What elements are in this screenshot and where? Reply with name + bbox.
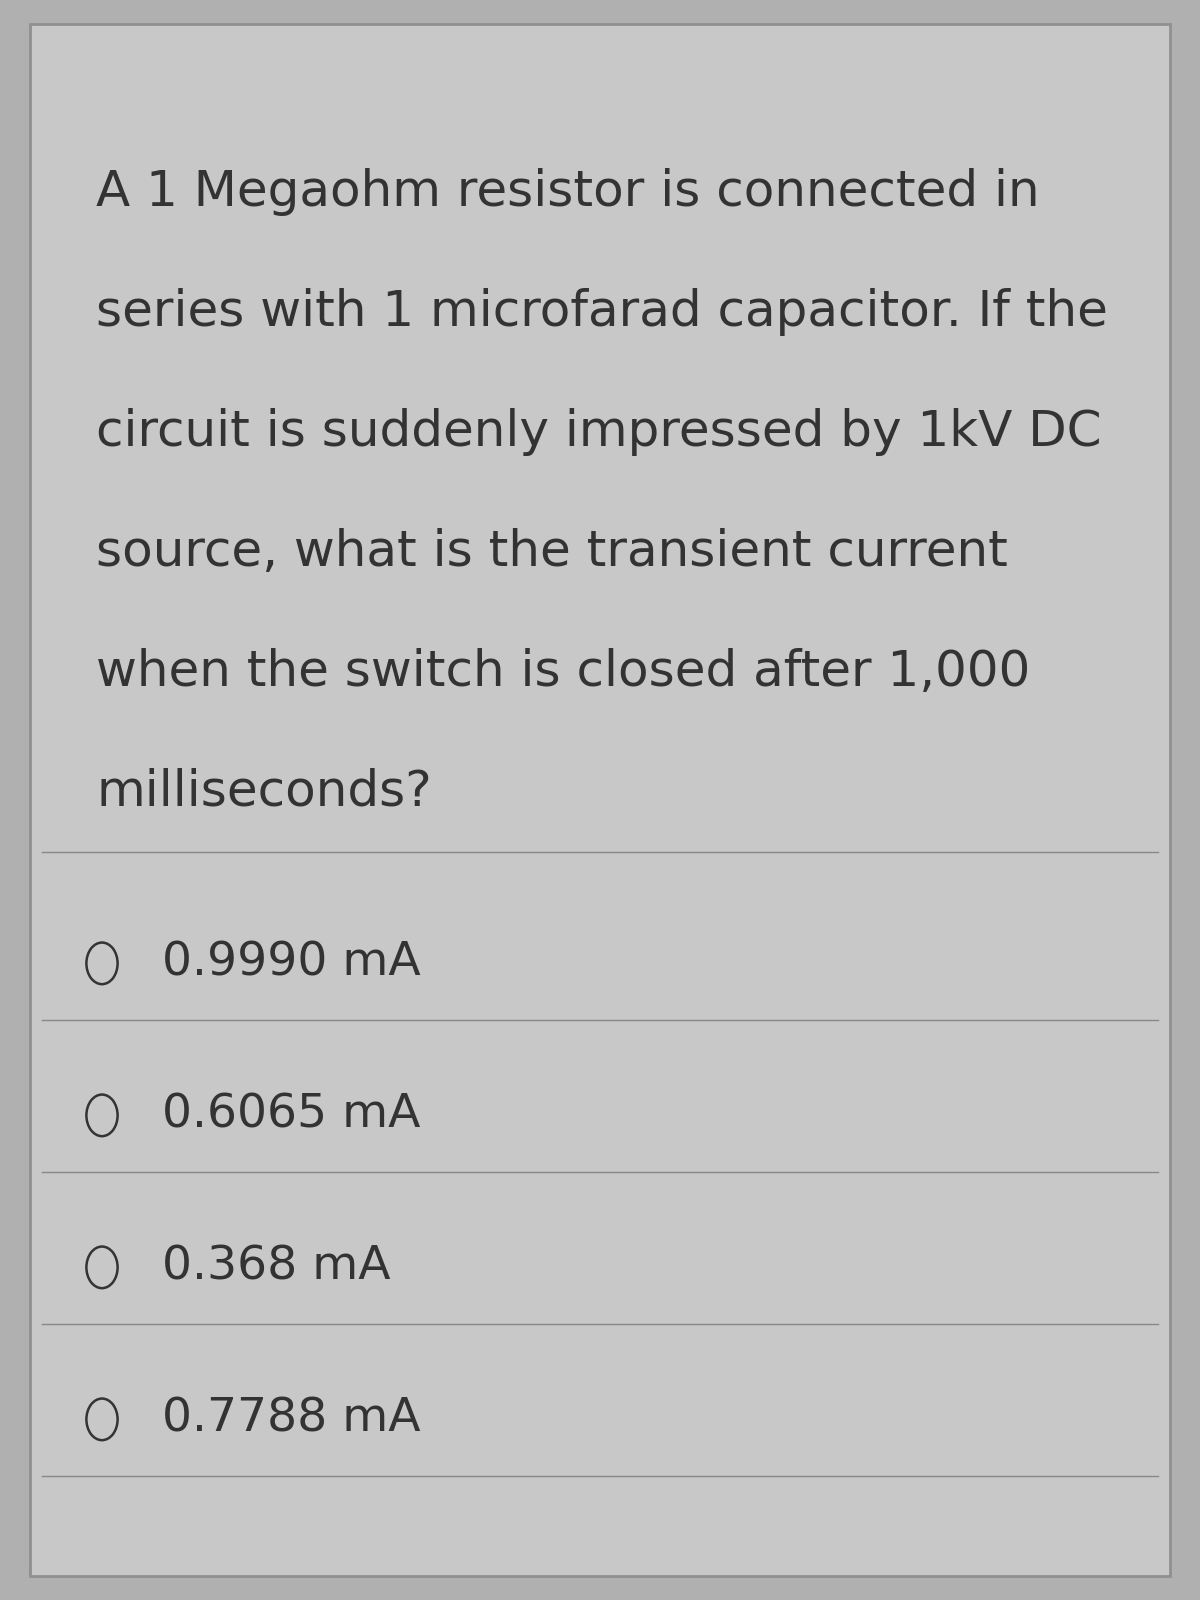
FancyBboxPatch shape bbox=[30, 24, 1170, 1576]
Text: when the switch is closed after 1,000: when the switch is closed after 1,000 bbox=[96, 648, 1031, 696]
Text: source, what is the transient current: source, what is the transient current bbox=[96, 528, 1008, 576]
Text: milliseconds?: milliseconds? bbox=[96, 768, 432, 816]
Text: 0.368 mA: 0.368 mA bbox=[162, 1245, 391, 1290]
Text: 0.6065 mA: 0.6065 mA bbox=[162, 1093, 420, 1138]
Text: circuit is suddenly impressed by 1kV DC: circuit is suddenly impressed by 1kV DC bbox=[96, 408, 1102, 456]
Text: A 1 Megaohm resistor is connected in: A 1 Megaohm resistor is connected in bbox=[96, 168, 1039, 216]
Text: 0.9990 mA: 0.9990 mA bbox=[162, 941, 421, 986]
Text: 0.7788 mA: 0.7788 mA bbox=[162, 1397, 421, 1442]
Text: series with 1 microfarad capacitor. If the: series with 1 microfarad capacitor. If t… bbox=[96, 288, 1108, 336]
